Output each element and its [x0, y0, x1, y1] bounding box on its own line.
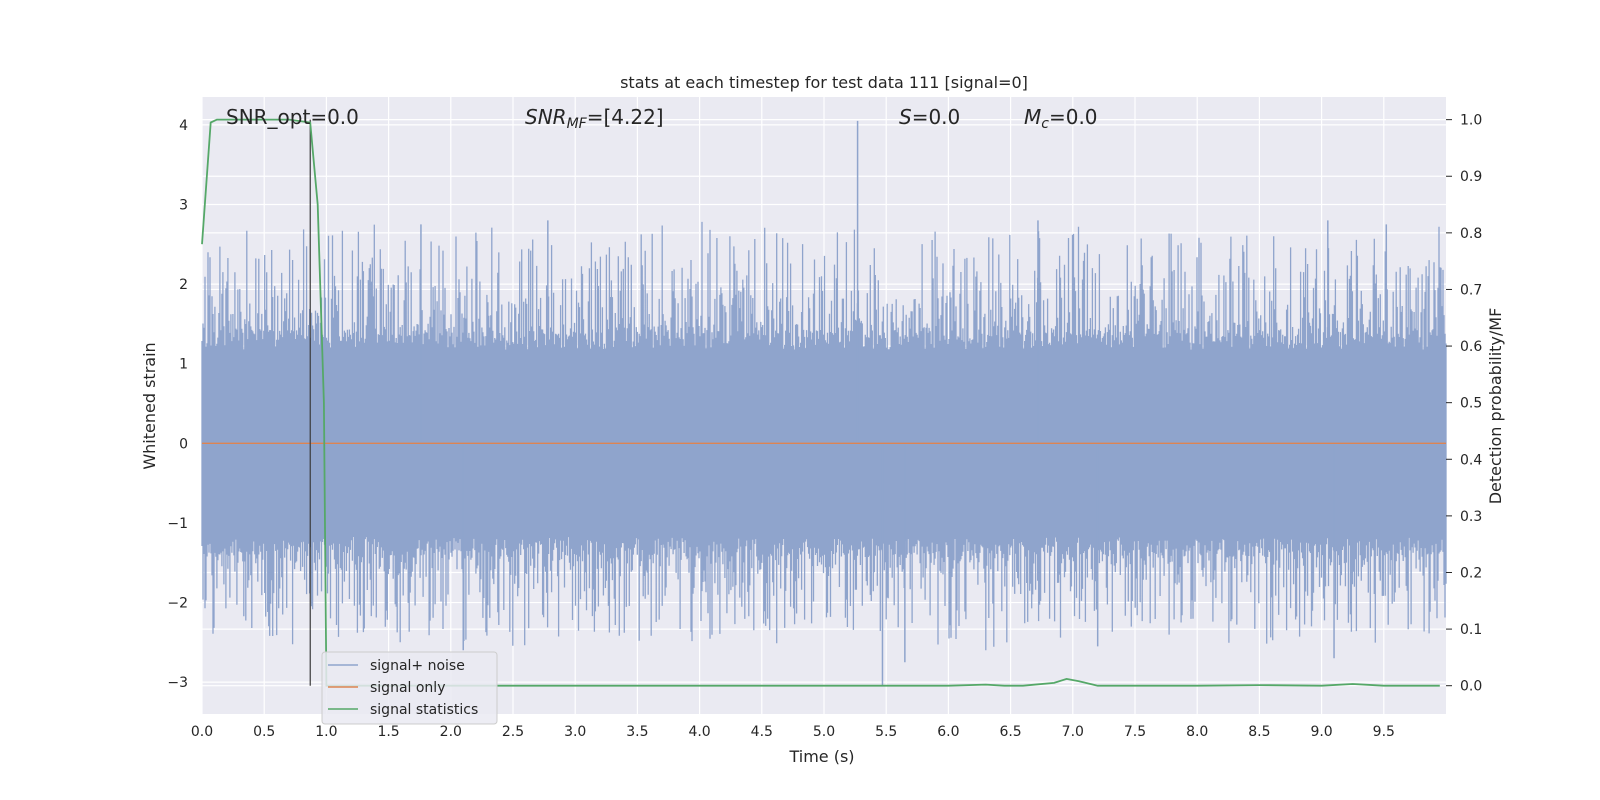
x-tick-label: 5.0	[813, 724, 835, 740]
y-tick-label: 0	[179, 436, 188, 452]
legend-label-signal-statistics: signal statistics	[370, 702, 478, 718]
x-tick-label: 0.0	[191, 724, 213, 740]
x-tick-label: 1.5	[377, 724, 399, 740]
legend-label-signal-noise: signal+ noise	[370, 658, 465, 674]
legend-box	[321, 651, 498, 725]
line-series	[201, 118, 1446, 687]
y-right-tick-label: 0.6	[1460, 339, 1482, 355]
y-tick-label: 3	[179, 197, 188, 213]
x-tick-label: 2.5	[502, 724, 524, 740]
mc-value: =0.0	[1049, 105, 1098, 129]
y-right-tick-label: 0.1	[1460, 622, 1482, 638]
y-tick-label: 1	[179, 357, 188, 373]
annotation-mc: Mc=0.0	[1024, 105, 1098, 132]
x-tick-label: 2.0	[440, 724, 462, 740]
x-tick-label: 8.0	[1186, 724, 1208, 740]
x-tick-labels: 0.0 0.5 1.0 1.5 2.0 2.5 3.0 3.5 4.0 4.5 5.0 5.5 6.0 6…	[191, 724, 1395, 740]
y-axis-label: Whitened strain	[140, 342, 159, 469]
x-tick-label: 0.5	[253, 724, 275, 740]
annotation-snr-mf: SNRMF=[4.22]	[525, 105, 664, 132]
chart-title: stats at each timestep for test data 111…	[620, 73, 1028, 92]
y-right-tick-label: 0.5	[1460, 396, 1482, 412]
y-right-tick-label: 0.8	[1460, 226, 1482, 242]
x-tick-label: 4.0	[688, 724, 710, 740]
x-tick-label: 6.5	[999, 724, 1021, 740]
y-right-tick-label: 1.0	[1460, 113, 1482, 129]
y-tick-label: 4	[179, 118, 188, 134]
y-right-tick-labels: 1.0 0.9 0.8 0.7 0.6 0.5 0.4 0.3 0.2 0.1 0.0	[1446, 113, 1482, 695]
legend: signal+ noise signal only signal statist…	[321, 651, 498, 725]
x-tick-label: 3.5	[626, 724, 648, 740]
x-tick-label: 7.0	[1062, 724, 1084, 740]
y-tick-label: −3	[167, 675, 188, 691]
s-main: S	[899, 105, 912, 129]
mc-main: M	[1024, 105, 1041, 129]
x-tick-label: 1.0	[315, 724, 337, 740]
y-right-tick-label: 0.0	[1460, 679, 1482, 695]
y-right-tick-label: 0.3	[1460, 509, 1482, 525]
x-tick-label: 9.5	[1373, 724, 1395, 740]
y-right-tick-label: 0.7	[1460, 282, 1482, 298]
mc-sub: c	[1041, 116, 1049, 132]
legend-label-signal-only: signal only	[370, 680, 445, 696]
x-tick-label: 3.0	[564, 724, 586, 740]
x-tick-label: 5.5	[875, 724, 897, 740]
y-tick-label: −1	[167, 516, 188, 532]
x-tick-label: 6.0	[937, 724, 959, 740]
signal-statistics-line	[201, 118, 1440, 687]
x-axis-label: Time (s)	[788, 747, 854, 766]
y-right-tick-label: 0.4	[1460, 452, 1482, 468]
snr-mf-value: =[4.22]	[587, 105, 664, 129]
y-tick-labels: 4 3 2 1 0 −1 −2 −3	[167, 118, 188, 691]
x-tick-label: 4.5	[751, 724, 773, 740]
y-tick-label: −2	[167, 596, 188, 612]
y-right-tick-label: 0.2	[1460, 565, 1482, 581]
y-right-axis-label: Detection probability/MF	[1486, 308, 1505, 505]
x-tick-label: 8.5	[1248, 724, 1270, 740]
y-tick-label: 2	[179, 277, 188, 293]
x-tick-label: 9.0	[1310, 724, 1332, 740]
y-right-tick-label: 0.9	[1460, 169, 1482, 185]
annotation-s: S=0.0	[899, 105, 960, 129]
s-value: =0.0	[912, 105, 961, 129]
annotation-snr-opt: SNR_opt=0.0	[226, 105, 359, 129]
snr-mf-main: SNR	[525, 105, 567, 129]
snr-mf-sub: MF	[567, 116, 588, 132]
x-tick-label: 7.5	[1124, 724, 1146, 740]
